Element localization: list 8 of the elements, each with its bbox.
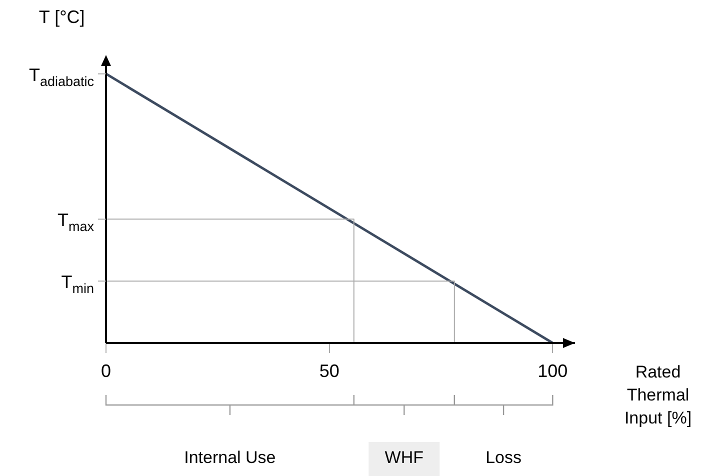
x-axis-title: Rated Thermal Input [%] xyxy=(624,362,692,428)
x-tick-label: 50 xyxy=(319,360,340,381)
text: Internal Use xyxy=(184,448,276,468)
y-axis-title: T [°C] xyxy=(38,6,85,27)
text: WHF xyxy=(368,442,440,476)
x-tick-label: 100 xyxy=(538,360,568,381)
x-tick-label: 0 xyxy=(100,360,112,381)
text: Loss xyxy=(486,448,522,468)
